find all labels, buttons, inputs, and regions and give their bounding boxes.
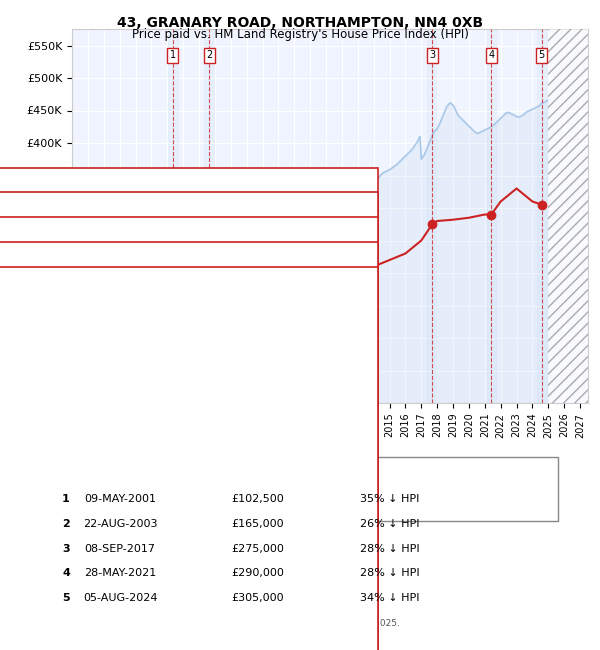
Bar — [537, 29, 547, 403]
Text: 34% ↓ HPI: 34% ↓ HPI — [360, 593, 420, 603]
Text: 28% ↓ HPI: 28% ↓ HPI — [360, 543, 420, 554]
Text: 1: 1 — [170, 51, 176, 60]
Bar — [168, 29, 178, 403]
Text: 08-SEP-2017: 08-SEP-2017 — [85, 543, 155, 554]
Text: £275,000: £275,000 — [232, 543, 284, 554]
Text: 3: 3 — [62, 543, 70, 554]
Text: 4: 4 — [488, 51, 494, 60]
Text: 3: 3 — [429, 51, 436, 60]
Text: HPI: Average price, detached house, West Northamptonshire: HPI: Average price, detached house, West… — [84, 489, 401, 500]
Bar — [487, 29, 496, 403]
Text: 2: 2 — [62, 519, 70, 529]
Text: £102,500: £102,500 — [232, 494, 284, 504]
Text: 05-AUG-2024: 05-AUG-2024 — [83, 593, 157, 603]
Text: 1: 1 — [62, 494, 70, 504]
Text: £165,000: £165,000 — [232, 519, 284, 529]
Text: 22-AUG-2003: 22-AUG-2003 — [83, 519, 157, 529]
Text: £290,000: £290,000 — [232, 568, 284, 578]
Text: 28-MAY-2021: 28-MAY-2021 — [84, 568, 156, 578]
Text: 43, GRANARY ROAD, NORTHAMPTON, NN4 0XB: 43, GRANARY ROAD, NORTHAMPTON, NN4 0XB — [117, 16, 483, 31]
Text: 43, GRANARY ROAD, NORTHAMPTON, NN4 0XB (detached house): 43, GRANARY ROAD, NORTHAMPTON, NN4 0XB (… — [84, 465, 422, 475]
Text: Price paid vs. HM Land Registry's House Price Index (HPI): Price paid vs. HM Land Registry's House … — [131, 28, 469, 41]
Bar — [205, 29, 214, 403]
Bar — [427, 29, 437, 403]
Text: £305,000: £305,000 — [232, 593, 284, 603]
Text: 28% ↓ HPI: 28% ↓ HPI — [360, 568, 420, 578]
Text: 2: 2 — [206, 51, 212, 60]
Text: 4: 4 — [62, 568, 70, 578]
Text: 5: 5 — [539, 51, 545, 60]
Text: 5: 5 — [62, 593, 70, 603]
Text: 26% ↓ HPI: 26% ↓ HPI — [360, 519, 420, 529]
Text: 09-MAY-2001: 09-MAY-2001 — [84, 494, 156, 504]
Text: Contains HM Land Registry data © Crown copyright and database right 2025.
This d: Contains HM Land Registry data © Crown c… — [48, 619, 400, 638]
Text: 35% ↓ HPI: 35% ↓ HPI — [361, 494, 419, 504]
